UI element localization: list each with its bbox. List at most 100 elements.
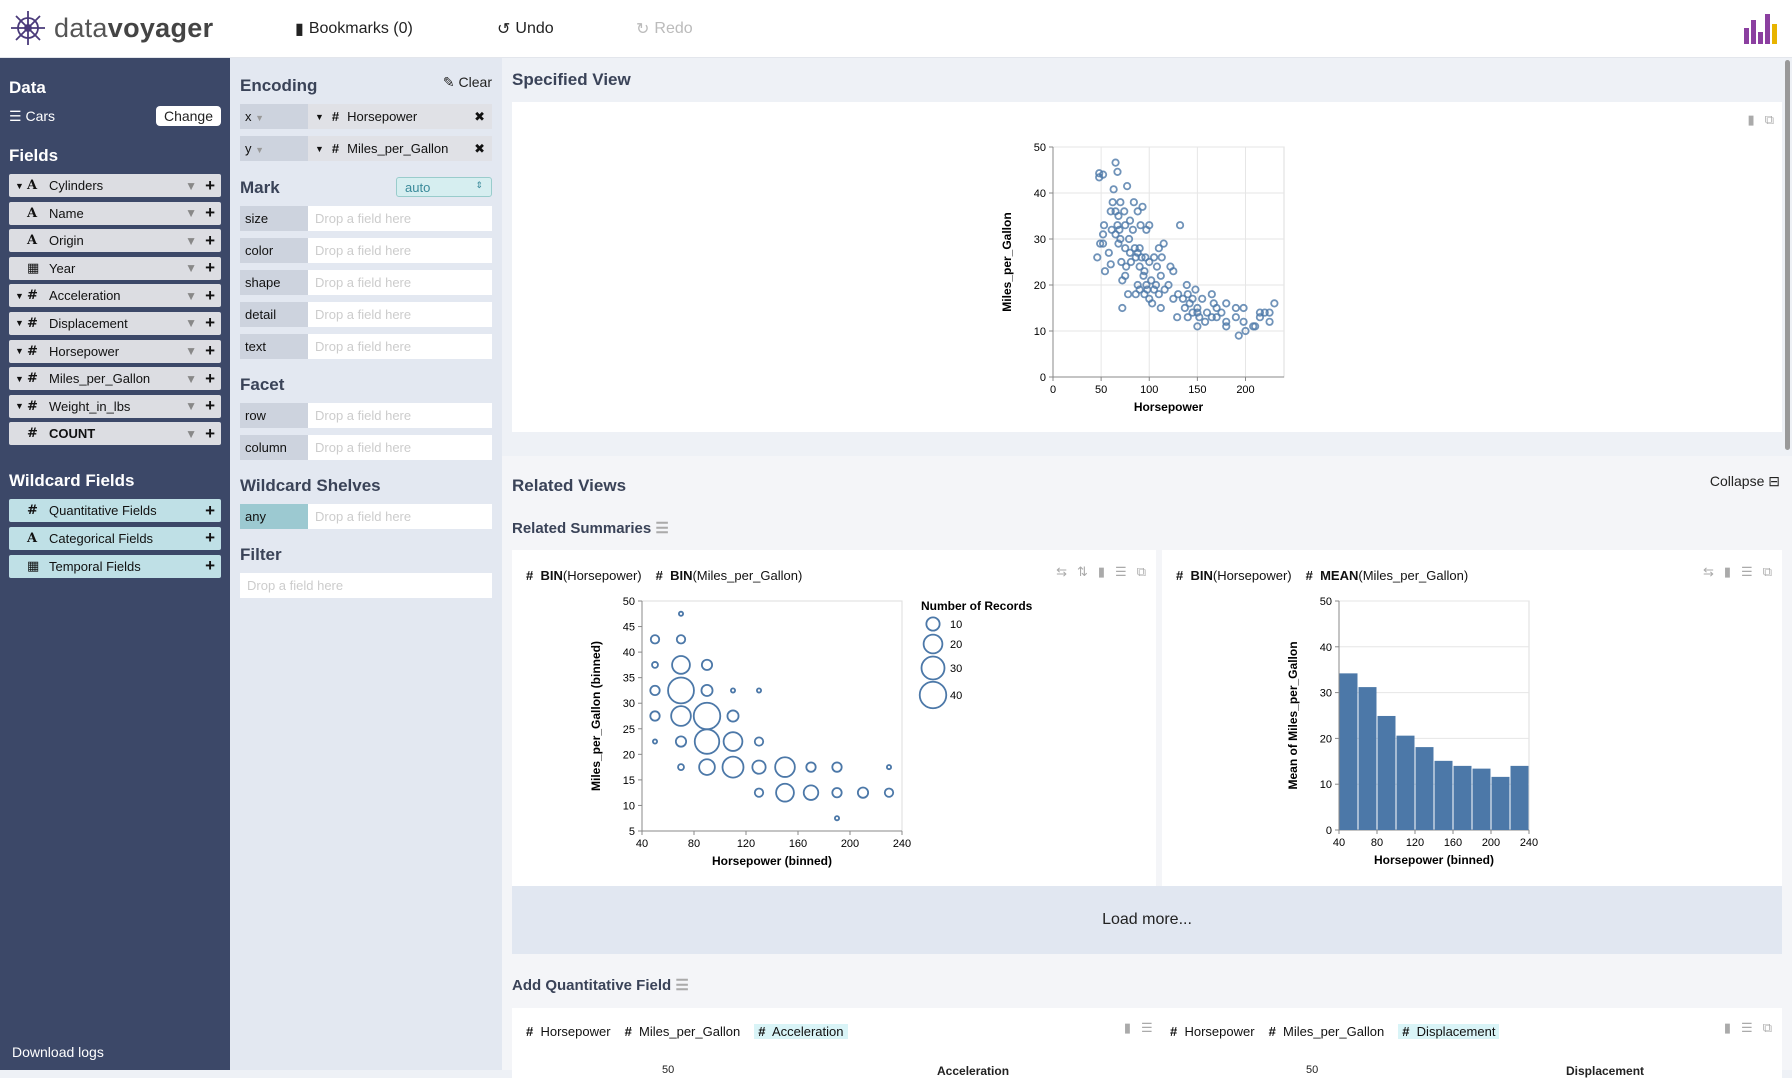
add-icon[interactable]: + xyxy=(205,203,215,223)
scrollbar[interactable] xyxy=(1785,60,1790,450)
x-field-pill[interactable]: ▼ # Horsepower ✖ xyxy=(308,104,492,129)
field-type-icon: # xyxy=(27,371,38,387)
drop-zone[interactable]: Drop a field here xyxy=(308,435,492,460)
drop-zone[interactable]: Drop a field here xyxy=(308,302,492,327)
list-icon[interactable]: ☰ xyxy=(1741,564,1753,579)
remove-icon[interactable]: ✖ xyxy=(474,140,485,156)
bookmark-icon[interactable]: ▮ xyxy=(1097,564,1106,579)
field-pill[interactable]: # COUNT ▼ + xyxy=(9,422,221,446)
add-icon[interactable]: + xyxy=(205,230,215,250)
caret-down-icon[interactable]: ▼ xyxy=(15,401,24,412)
filter-icon[interactable]: ▼ xyxy=(185,426,197,441)
add-icon[interactable]: + xyxy=(205,285,215,305)
field-pill[interactable]: ▼ # Miles_per_Gallon ▼ + xyxy=(9,367,221,391)
bookmark-icon[interactable]: ▮ xyxy=(1723,1020,1732,1035)
filter-icon[interactable]: ▼ xyxy=(185,288,197,303)
transpose-icon[interactable]: ⇆ xyxy=(1702,564,1714,579)
bookmark-icon[interactable]: ▮ xyxy=(1747,112,1755,127)
add-icon[interactable]: + xyxy=(205,313,215,333)
remove-icon[interactable]: ✖ xyxy=(474,108,485,124)
filter-drop-zone[interactable]: Drop a field here xyxy=(240,573,492,598)
add-icon[interactable]: + xyxy=(205,368,215,388)
sort-icon[interactable]: ⇅ xyxy=(1076,564,1088,579)
clear-button[interactable]: ✎ Clear xyxy=(442,74,492,90)
copy-icon[interactable]: ⧉ xyxy=(1762,1020,1772,1035)
field-name: Name xyxy=(49,205,84,221)
drop-zone[interactable]: Drop a field here xyxy=(308,403,492,428)
copy-icon[interactable]: ⧉ xyxy=(1764,112,1774,127)
field-pill[interactable]: ▦ Year ▼ + xyxy=(9,256,221,280)
caret-down-icon[interactable]: ▼ xyxy=(15,318,24,329)
list-icon[interactable]: ☰ xyxy=(675,977,689,994)
list-icon[interactable]: ☰ xyxy=(1741,1020,1753,1035)
bookmarks-button[interactable]: ▮ Bookmarks (0) xyxy=(295,19,413,39)
channel-label: color xyxy=(240,238,308,263)
field-name: Year xyxy=(49,260,76,276)
filter-icon[interactable]: ▼ xyxy=(185,371,197,386)
channel-x[interactable]: x ▼ xyxy=(240,104,308,129)
wildcard-field-pill[interactable]: A Categorical Fields + xyxy=(9,526,221,550)
field-pill[interactable]: ▼ A Cylinders ▼ + xyxy=(9,174,221,197)
filter-icon[interactable]: ▼ xyxy=(185,233,197,248)
field-pill[interactable]: ▼ # Weight_in_lbs ▼ + xyxy=(9,394,221,418)
redo-button[interactable]: ↻ Redo xyxy=(636,19,693,39)
bookmark-icon[interactable]: ▮ xyxy=(1123,1020,1132,1035)
download-logs-link[interactable]: Download logs xyxy=(12,1044,104,1060)
caret-down-icon[interactable]: ▼ xyxy=(15,290,24,301)
channel-y[interactable]: y ▼ xyxy=(240,136,308,161)
field-type-icon: ▦ xyxy=(27,260,40,276)
wildcard-field-pill[interactable]: ▦ Temporal Fields + xyxy=(9,554,221,578)
ship-wheel-icon xyxy=(11,11,45,45)
list-icon[interactable]: ☰ xyxy=(1115,564,1127,579)
bookmark-icon[interactable]: ▮ xyxy=(1723,564,1732,579)
add-icon[interactable]: + xyxy=(205,341,215,361)
field-pill[interactable]: ▼ # Horsepower ▼ + xyxy=(9,339,221,363)
add-icon[interactable]: + xyxy=(205,528,215,548)
add-icon[interactable]: + xyxy=(205,500,215,520)
caret-down-icon[interactable]: ▼ xyxy=(15,373,24,384)
copy-icon[interactable]: ⧉ xyxy=(1762,564,1772,579)
drop-zone[interactable]: Drop a field here xyxy=(308,504,492,529)
add-icon[interactable]: + xyxy=(205,258,215,278)
shelf-shape: shape Drop a field here xyxy=(240,270,492,295)
copy-icon[interactable]: ⧉ xyxy=(1136,564,1146,579)
change-dataset-button[interactable]: Change xyxy=(155,106,221,126)
filter-icon[interactable]: ▼ xyxy=(185,261,197,276)
wildcard-shelves-heading: Wildcard Shelves xyxy=(240,476,381,495)
undo-button[interactable]: ↺ Undo xyxy=(497,19,554,39)
add-icon[interactable]: + xyxy=(205,396,215,416)
mark-type-select[interactable]: auto ⇕ xyxy=(396,177,492,197)
caret-down-icon[interactable]: ▼ xyxy=(15,346,24,357)
specified-view-heading: Specified View xyxy=(512,70,631,89)
caret-down-icon[interactable]: ▼ xyxy=(15,180,24,191)
field-type-icon: # xyxy=(27,426,38,442)
redo-label: Redo xyxy=(654,20,693,37)
add-field-card-1: # Horsepower # Miles_per_Gallon # Accelera… xyxy=(512,1008,1182,1078)
add-icon[interactable]: + xyxy=(205,556,215,576)
field-pill[interactable]: ▼ # Displacement ▼ + xyxy=(9,311,221,335)
filter-icon[interactable]: ▼ xyxy=(185,316,197,331)
load-more-button[interactable]: Load more... xyxy=(512,886,1782,954)
filter-icon[interactable]: ▼ xyxy=(185,399,197,414)
transpose-icon[interactable]: ⇆ xyxy=(1056,564,1067,579)
drop-zone[interactable]: Drop a field here xyxy=(308,238,492,263)
field-type-icon: # xyxy=(27,398,38,414)
list-icon[interactable]: ☰ xyxy=(1141,1020,1153,1035)
y-field-pill[interactable]: ▼ # Miles_per_Gallon ✖ xyxy=(308,136,492,161)
add-icon[interactable]: + xyxy=(205,423,215,443)
field-pill[interactable]: A Origin ▼ + xyxy=(9,229,221,253)
list-icon[interactable]: ☰ xyxy=(655,520,669,537)
drop-zone[interactable]: Drop a field here xyxy=(308,270,492,295)
filter-icon[interactable]: ▼ xyxy=(185,178,197,193)
filter-icon[interactable]: ▼ xyxy=(185,206,197,221)
field-name: Categorical Fields xyxy=(49,530,154,546)
drop-zone[interactable]: Drop a field here xyxy=(308,334,492,359)
collapse-button[interactable]: Collapse ⊟ xyxy=(1709,473,1780,489)
main-area: Specified View ▮ ⧉ Related Views Collapse… xyxy=(502,58,1792,1078)
drop-zone[interactable]: Drop a field here xyxy=(308,206,492,231)
field-pill[interactable]: A Name ▼ + xyxy=(9,201,221,225)
add-icon[interactable]: + xyxy=(205,175,215,195)
filter-icon[interactable]: ▼ xyxy=(185,344,197,359)
field-pill[interactable]: ▼ # Acceleration ▼ + xyxy=(9,284,221,308)
wildcard-field-pill[interactable]: # Quantitative Fields + xyxy=(9,499,221,523)
